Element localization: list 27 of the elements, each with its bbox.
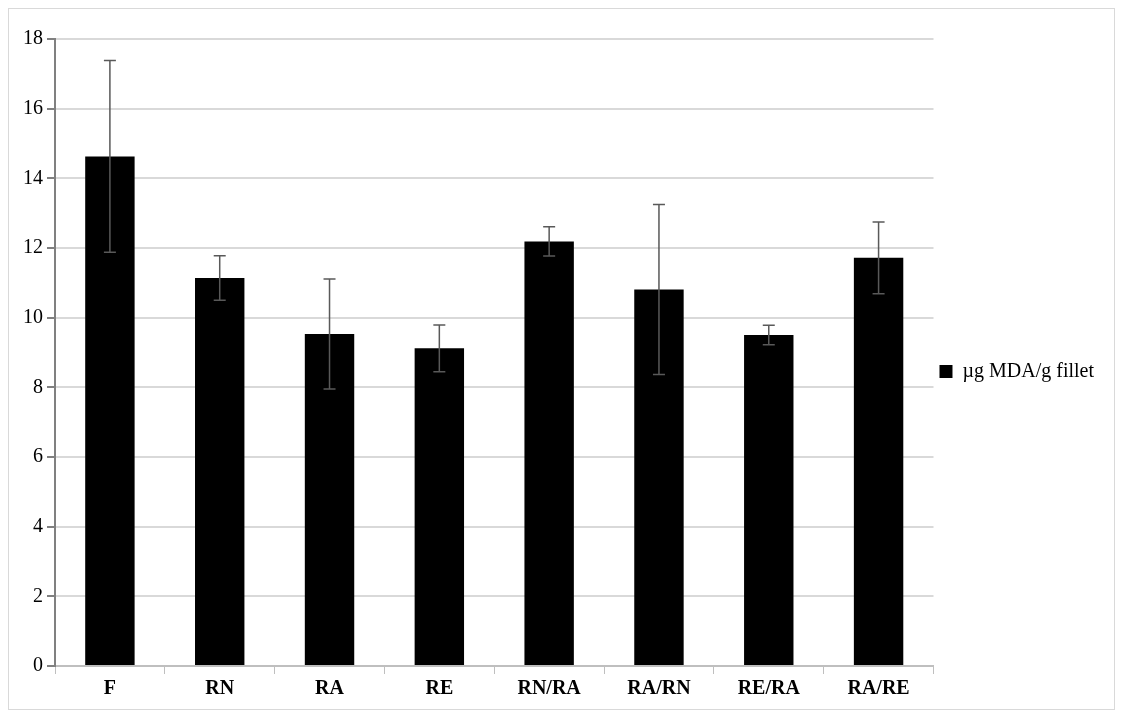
legend-label: µg MDA/g fillet (962, 358, 1095, 382)
x-tick-label: RA/RN (627, 676, 692, 699)
x-tick-label: RE (425, 676, 454, 699)
bar (634, 289, 684, 665)
x-tick-label: RA (315, 676, 345, 699)
y-tick-label: 18 (23, 26, 43, 49)
y-tick-label: 2 (33, 583, 43, 606)
y-tick-label: 14 (23, 165, 43, 188)
x-tick-label: RN/RA (517, 676, 582, 699)
bar (524, 241, 574, 665)
y-tick-label: 16 (23, 95, 43, 118)
x-tick-label: RA/RE (847, 676, 910, 699)
x-tick-label: RE/RA (737, 676, 801, 699)
y-tick-label: 4 (33, 513, 43, 536)
bar (853, 257, 904, 665)
x-tick-label: RN (205, 676, 235, 699)
bar (744, 335, 794, 665)
bar (304, 334, 355, 665)
bar (195, 277, 245, 665)
y-tick-label: 10 (23, 304, 43, 327)
x-tick-label: F (103, 676, 117, 699)
y-tick-label: 12 (23, 235, 43, 258)
y-tick-label: 8 (33, 374, 43, 397)
bar (414, 348, 465, 665)
y-tick-label: 0 (33, 653, 43, 676)
bar (85, 156, 135, 665)
y-tick-label: 6 (33, 444, 43, 467)
